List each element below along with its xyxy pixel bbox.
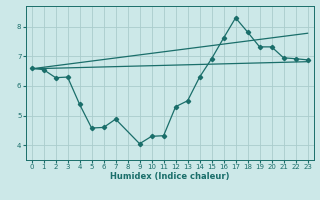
X-axis label: Humidex (Indice chaleur): Humidex (Indice chaleur) — [110, 172, 229, 181]
